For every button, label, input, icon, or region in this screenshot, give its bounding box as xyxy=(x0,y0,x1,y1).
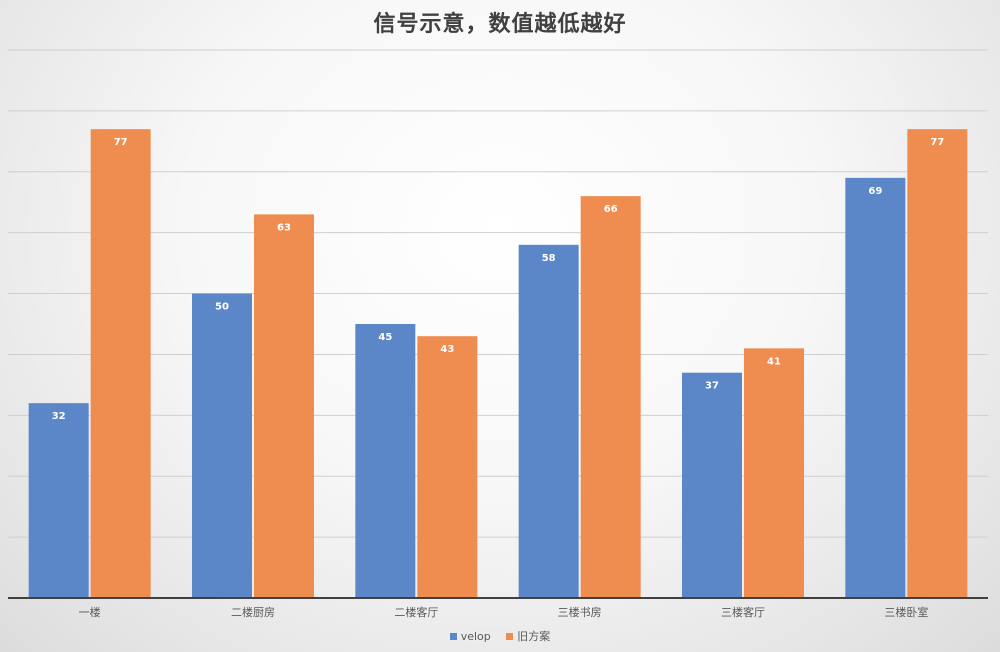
bar-old-plan xyxy=(254,214,314,598)
bar-velop xyxy=(28,403,89,598)
legend: velop 旧方案 xyxy=(0,628,1000,644)
x-tick-label: 二楼客厅 xyxy=(394,605,438,619)
legend-item-old-plan: 旧方案 xyxy=(506,628,550,644)
data-label: 77 xyxy=(114,137,128,148)
x-tick-label: 二楼厨房 xyxy=(231,605,275,619)
bar-old-plan xyxy=(907,129,968,598)
data-label: 77 xyxy=(930,137,944,148)
legend-label-old-plan: 旧方案 xyxy=(517,630,551,643)
data-label: 45 xyxy=(378,332,392,343)
data-label: 43 xyxy=(440,344,454,355)
bar-velop xyxy=(518,244,579,598)
bar-velop xyxy=(192,293,252,598)
chart-title: 信号示意，数值越低越好 xyxy=(373,12,627,37)
bar-old-plan xyxy=(744,348,804,598)
bar-velop xyxy=(682,372,742,598)
x-tick-label: 三楼卧室 xyxy=(884,605,928,619)
bar-old-plan xyxy=(90,129,151,598)
data-label: 37 xyxy=(705,381,719,392)
data-label: 69 xyxy=(868,186,882,197)
data-label: 63 xyxy=(277,222,291,233)
x-tick-label: 一楼 xyxy=(79,605,101,619)
bar-old-plan xyxy=(417,336,478,598)
legend-swatch-velop xyxy=(449,633,457,640)
data-label: 58 xyxy=(542,253,556,264)
data-label: 41 xyxy=(767,356,781,367)
bar-velop xyxy=(355,324,416,598)
legend-label-velop: velop xyxy=(460,630,491,643)
data-label: 50 xyxy=(215,302,229,313)
data-label: 66 xyxy=(604,204,618,215)
x-tick-label: 三楼客厅 xyxy=(721,605,765,619)
legend-item-velop: velop xyxy=(449,630,491,643)
bar-old-plan xyxy=(580,196,641,598)
bar-velop xyxy=(845,177,906,598)
data-label: 32 xyxy=(52,411,66,422)
x-tick-label: 三楼书房 xyxy=(558,605,602,619)
legend-swatch-old-plan xyxy=(506,633,514,640)
